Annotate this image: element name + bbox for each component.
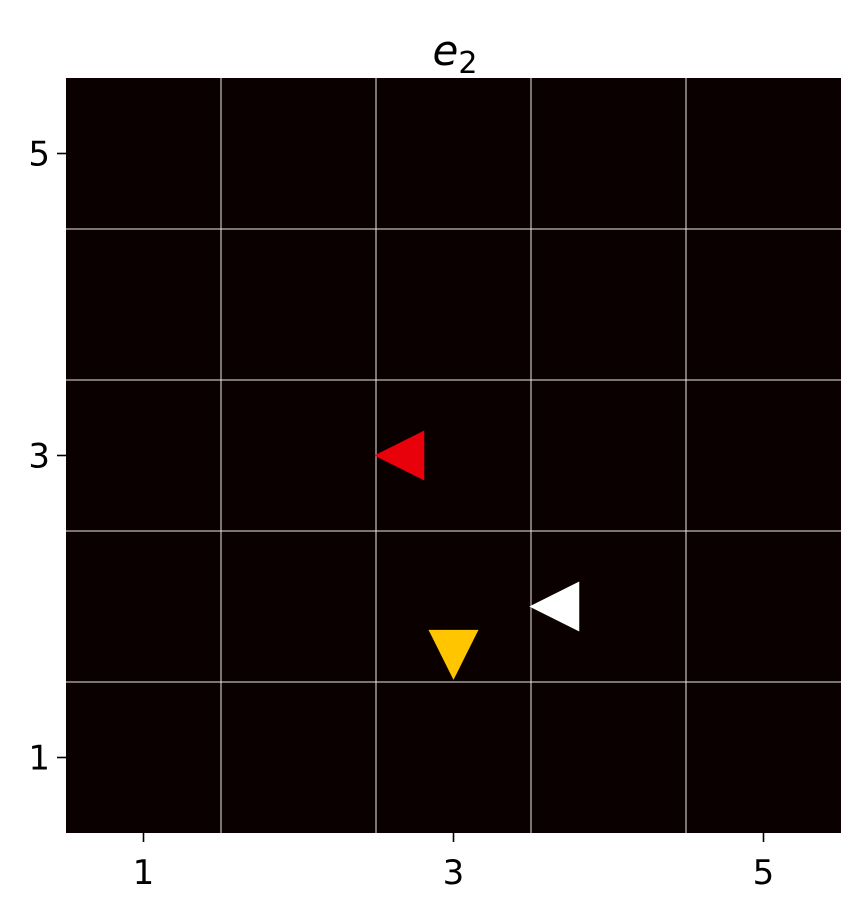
data-point-marker [529, 581, 580, 632]
markers [374, 430, 580, 680]
y-tick-label: 5 [28, 135, 50, 175]
data-point-marker [428, 629, 479, 680]
x-tick-label: 3 [443, 853, 465, 893]
x-tick-label: 1 [133, 853, 155, 893]
data-point-marker [374, 430, 425, 481]
y-axis: 1 3 5 [28, 135, 66, 779]
chart-title-subscript: 2 [458, 46, 477, 81]
grid [66, 78, 841, 833]
chart-title-main: e [433, 26, 459, 75]
chart-title: e2 [433, 26, 478, 81]
y-tick-label: 1 [28, 739, 50, 779]
x-tick-label: 5 [753, 853, 775, 893]
plot-area [66, 78, 841, 833]
x-axis: 1 3 5 [133, 833, 775, 893]
y-tick-label: 3 [28, 437, 50, 477]
